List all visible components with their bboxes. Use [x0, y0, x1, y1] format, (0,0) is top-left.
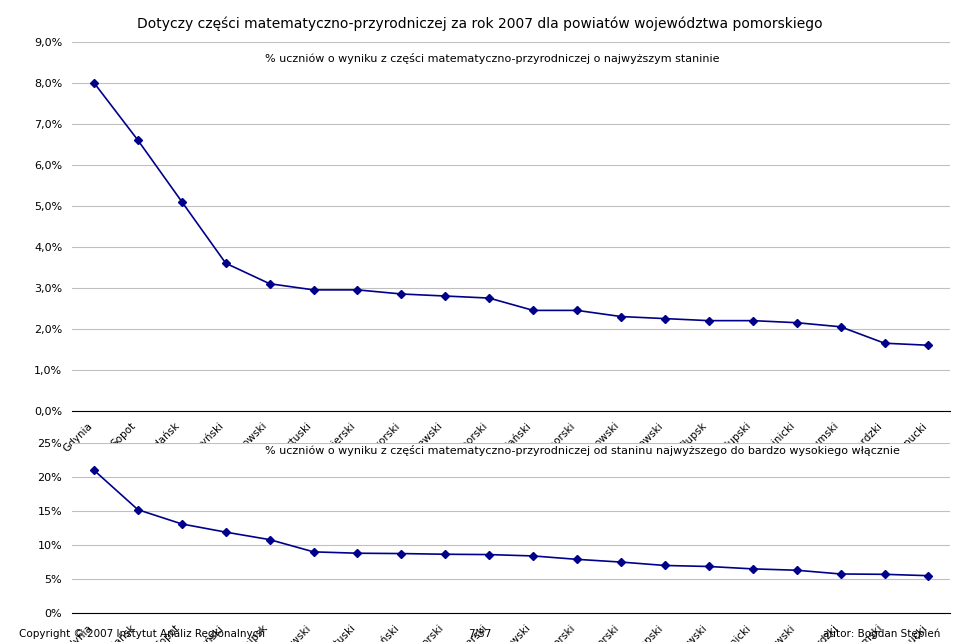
Text: 7/37: 7/37	[468, 629, 492, 639]
Text: % uczniów o wyniku z części matematyczno-przyrodniczej od staninu najwyższego do: % uczniów o wyniku z części matematyczno…	[265, 445, 900, 456]
Text: Dotyczy części matematyczno-przyrodniczej za rok 2007 dla powiatów województwa p: Dotyczy części matematyczno-przyrodnicze…	[137, 16, 823, 31]
Text: autor: Bogdan Stępień: autor: Bogdan Stępień	[824, 629, 941, 639]
Text: Copyright © 2007 Instytut Analiz Regionalnych: Copyright © 2007 Instytut Analiz Regiona…	[19, 629, 265, 639]
Text: % uczniów o wyniku z części matematyczno-przyrodniczej o najwyższym staninie: % uczniów o wyniku z części matematyczno…	[265, 53, 720, 64]
